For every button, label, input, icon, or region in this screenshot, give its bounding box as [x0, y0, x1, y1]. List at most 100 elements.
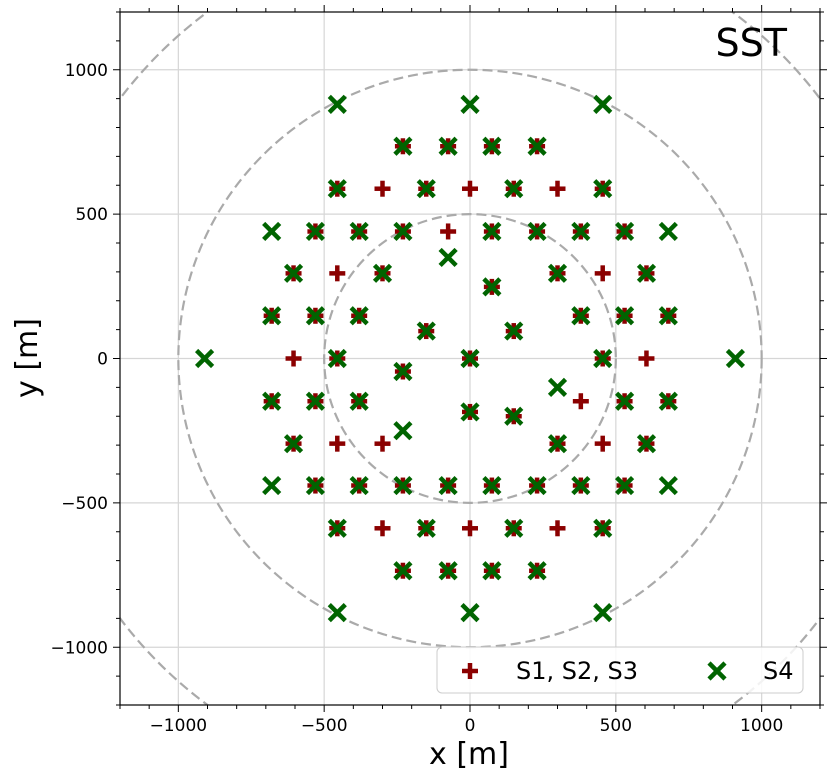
point-s4 — [438, 247, 458, 268]
point-s4 — [327, 518, 347, 538]
x-stroke-b — [327, 603, 347, 623]
point-s123 — [594, 265, 611, 282]
x-tick-label: 500 — [600, 716, 632, 736]
x-stroke-b — [283, 434, 304, 454]
legend-label-s123: S1, S2, S3 — [516, 657, 638, 685]
y-tick-labels: −1000 −500 0 500 1000 — [50, 61, 108, 659]
x-tick-label: −1000 — [150, 716, 208, 736]
point-s4 — [571, 306, 591, 326]
point-s123 — [549, 520, 566, 537]
x-stroke-b — [262, 475, 282, 496]
x-stroke-b — [438, 247, 458, 268]
y-tick-label: −1000 — [50, 638, 108, 658]
point-s4 — [725, 348, 746, 369]
point-s4 — [327, 603, 347, 623]
x-stroke-b — [349, 475, 369, 496]
point-s4 — [482, 475, 502, 496]
x-stroke-b — [460, 603, 480, 623]
point-s4 — [349, 475, 369, 496]
x-stroke-b — [482, 561, 502, 581]
x-stroke-b — [571, 475, 591, 496]
point-s4 — [393, 136, 413, 156]
point-s4 — [504, 179, 524, 199]
x-stroke-b — [527, 561, 547, 581]
axis-ticks — [113, 5, 827, 712]
x-stroke-b — [393, 561, 413, 581]
point-s4 — [438, 136, 458, 156]
x-stroke-b — [527, 221, 547, 242]
legend-label-s4: S4 — [763, 657, 794, 685]
x-stroke-b — [593, 94, 613, 114]
x-stroke-b — [305, 475, 326, 496]
x-stroke-b — [262, 221, 282, 242]
x-stroke-b — [614, 306, 635, 326]
x-axis-title: x [m] — [429, 737, 509, 772]
legend: S1, S2, S3 S4 — [436, 646, 804, 694]
point-s4 — [504, 321, 524, 341]
x-stroke-b — [305, 221, 326, 242]
point-s4 — [393, 475, 413, 496]
x-stroke-b — [327, 179, 347, 199]
x-stroke-b — [393, 361, 413, 382]
point-s123 — [638, 350, 655, 367]
point-s123 — [374, 180, 391, 197]
point-s4 — [593, 518, 613, 538]
x-stroke-b — [636, 434, 657, 454]
x-stroke-b — [194, 348, 215, 369]
markers — [194, 94, 746, 623]
point-s4 — [482, 277, 502, 297]
x-stroke-b — [547, 377, 568, 397]
point-s4 — [305, 221, 326, 242]
point-s4 — [262, 221, 282, 242]
x-stroke-b — [707, 661, 727, 681]
point-s4 — [416, 179, 436, 199]
point-s4 — [547, 263, 568, 283]
point-s4 — [482, 221, 502, 242]
point-s4 — [658, 306, 678, 326]
x-stroke-b — [349, 306, 369, 326]
point-s4 — [393, 221, 413, 242]
point-s4 — [593, 179, 613, 199]
point-s4 — [305, 306, 326, 326]
x-stroke-b — [527, 475, 547, 496]
x-stroke-b — [658, 475, 678, 496]
x-stroke-b — [504, 179, 524, 199]
point-s123 — [462, 520, 478, 537]
x-stroke-b — [438, 561, 458, 581]
point-s4 — [658, 475, 678, 496]
point-s4 — [593, 348, 613, 369]
point-s4 — [327, 179, 347, 199]
point-s4 — [571, 221, 591, 242]
x-stroke-b — [636, 263, 657, 283]
x-stroke-b — [438, 475, 458, 496]
plot-frame — [119, 11, 821, 706]
point-s4 — [614, 391, 635, 411]
x-tick-label: −500 — [301, 716, 348, 736]
x-stroke-b — [593, 518, 613, 538]
point-s4 — [194, 348, 215, 369]
point-s4 — [460, 603, 480, 623]
x-stroke-b — [614, 221, 635, 242]
legend-box — [436, 646, 804, 694]
x-stroke-b — [327, 94, 347, 114]
reference-circle — [323, 213, 617, 504]
point-s4 — [349, 306, 369, 326]
point-s4 — [262, 475, 282, 496]
x-stroke-b — [393, 421, 413, 441]
point-s4 — [460, 94, 480, 114]
x-stroke-b — [571, 306, 591, 326]
point-s123 — [462, 180, 478, 197]
x-stroke-b — [393, 475, 413, 496]
x-stroke-b — [527, 136, 547, 156]
x-stroke-b — [571, 221, 591, 242]
point-s4 — [393, 361, 413, 382]
point-s123 — [329, 265, 346, 282]
point-s4 — [614, 221, 635, 242]
point-s4 — [460, 348, 480, 369]
point-s4 — [636, 263, 657, 283]
x-stroke-b — [504, 518, 524, 538]
legend-plus-marker — [462, 663, 478, 679]
point-s4 — [283, 263, 304, 283]
point-s4 — [593, 94, 613, 114]
